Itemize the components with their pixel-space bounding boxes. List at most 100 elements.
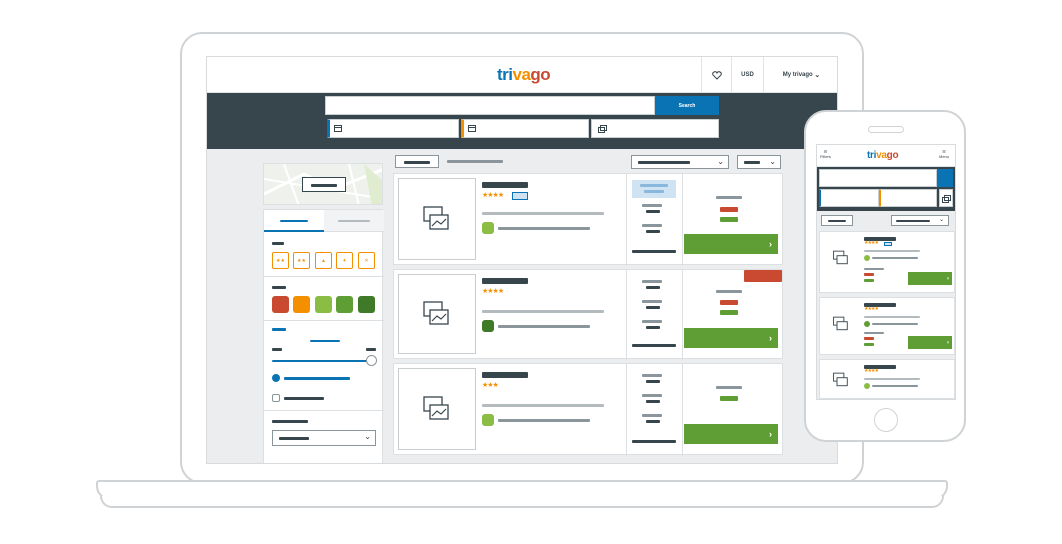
chevron-down-icon: ⌄: [717, 157, 724, 166]
price-original: [864, 337, 874, 340]
laptop-screen: trivago USD My trivago ⌄ Search: [206, 56, 838, 464]
map-preview[interactable]: [263, 163, 383, 205]
mobile-hotel-card[interactable]: ★★★★: [819, 359, 955, 399]
currency-button[interactable]: USD: [731, 57, 763, 93]
account-menu-button[interactable]: My trivago ⌄: [763, 57, 838, 93]
hotel-location-line: [482, 310, 604, 313]
laptop-base-lip: [100, 496, 944, 508]
destination-input[interactable]: [325, 96, 655, 115]
view-deal-button[interactable]: ›: [684, 424, 778, 444]
view-deal-button[interactable]: ›: [684, 328, 778, 348]
mobile-header: ☰ Filters trivago ☰ Menu: [817, 145, 956, 167]
hotel-image-placeholder[interactable]: [398, 178, 476, 260]
image-icon: [832, 316, 850, 332]
hotel-name[interactable]: [482, 372, 528, 378]
price-value: [864, 343, 874, 346]
more-deals-link[interactable]: [632, 440, 676, 443]
deal-site: [646, 400, 660, 403]
deal-highlight[interactable]: [632, 180, 676, 198]
star-filter-5[interactable]: ✕: [358, 252, 375, 269]
mobile-menu-button[interactable]: ☰ Menu: [939, 149, 949, 159]
view-deal-button[interactable]: ›: [684, 234, 778, 254]
hotel-image-placeholder[interactable]: [398, 274, 476, 354]
phone-screen: ☰ Filters trivago ☰ Menu ⌄ ★★★★ › ★★★★ ›: [816, 144, 956, 400]
mobile-hotel-card[interactable]: ★★★★ ›: [819, 297, 955, 355]
logo-part-1: tri: [867, 150, 876, 161]
rating-score-badge: [482, 414, 494, 426]
hotel-location-line: [864, 250, 920, 252]
sort-select[interactable]: ⌄: [631, 155, 729, 169]
mobile-view-deal-button[interactable]: ›: [908, 336, 952, 349]
mobile-guests-field[interactable]: [939, 189, 953, 207]
search-panel: Search: [207, 93, 838, 149]
favorites-button[interactable]: [701, 57, 731, 93]
star-filter-4[interactable]: ✦: [336, 252, 353, 269]
best-price-value: [720, 396, 738, 401]
rating-filter-1[interactable]: [272, 296, 289, 313]
mobile-hotel-card[interactable]: ★★★★ ›: [819, 231, 955, 293]
mobile-search-button[interactable]: [937, 169, 953, 187]
hotel-result-card[interactable]: ★★★★ ›: [393, 269, 783, 359]
rating-text-line: [498, 325, 590, 328]
rating-filter-3[interactable]: [315, 296, 332, 313]
trivago-logo[interactable]: trivago: [497, 65, 550, 85]
show-map-button[interactable]: [302, 177, 346, 192]
hotel-name[interactable]: [482, 182, 528, 188]
mobile-view-deal-button[interactable]: ›: [908, 272, 952, 285]
currency-select[interactable]: ⌄: [737, 155, 781, 169]
account-label: My trivago: [783, 72, 813, 78]
hotel-name[interactable]: [482, 278, 528, 284]
search-button[interactable]: Search: [655, 96, 719, 115]
hotel-image-placeholder[interactable]: [823, 240, 859, 276]
guests-field[interactable]: [591, 119, 719, 138]
rating-text-line: [872, 257, 918, 259]
deal-price: [642, 280, 662, 283]
star-filter-3[interactable]: ▲: [315, 252, 332, 269]
location-radio[interactable]: [272, 374, 280, 382]
hotel-location-line: [482, 404, 604, 407]
checkout-date-field[interactable]: [461, 119, 589, 138]
price-site: [864, 268, 884, 270]
chevron-down-icon: ⌄: [769, 157, 776, 166]
rating-score-badge: [482, 320, 494, 332]
tab-sort[interactable]: [324, 210, 384, 232]
rating-text-line: [498, 419, 590, 422]
hotel-image-placeholder[interactable]: [823, 306, 859, 342]
mobile-checkin-field[interactable]: [819, 189, 879, 207]
rating-text-line: [498, 227, 590, 230]
price-slider-handle[interactable]: [366, 355, 377, 366]
hotel-result-card[interactable]: ★★★ ›: [393, 363, 783, 455]
mobile-sort-select[interactable]: ⌄: [891, 215, 949, 226]
mobile-search-panel: [817, 167, 956, 211]
mobile-trivago-logo[interactable]: trivago: [867, 150, 898, 161]
star-filter-2b[interactable]: ★★: [293, 252, 310, 269]
image-icon: [422, 395, 452, 423]
rating-filter-2[interactable]: [293, 296, 310, 313]
more-deals-link[interactable]: [632, 344, 676, 347]
hotel-result-card[interactable]: ★★★★ ›: [393, 173, 783, 265]
phone-home-button[interactable]: [874, 408, 898, 432]
more-filters-select[interactable]: ⌄: [272, 430, 376, 446]
rating-score-badge: [864, 321, 870, 327]
tab-filters[interactable]: [264, 210, 324, 232]
checkin-date-field[interactable]: [327, 119, 459, 138]
best-price-site: [716, 290, 742, 293]
calendar-icon: [334, 125, 342, 132]
mobile-checkout-field[interactable]: [879, 189, 937, 207]
view-toggle-button[interactable]: [395, 155, 439, 168]
rating-filter-4[interactable]: [336, 296, 353, 313]
hotel-image-placeholder[interactable]: [398, 368, 476, 450]
hotel-type-badge: [512, 192, 528, 200]
option-checkbox[interactable]: [272, 394, 280, 402]
deal-site: [646, 380, 660, 383]
mobile-view-toggle[interactable]: [821, 215, 853, 226]
more-deals-link[interactable]: [632, 250, 676, 253]
site-header: trivago USD My trivago ⌄: [207, 57, 838, 93]
mobile-destination-input[interactable]: [819, 169, 937, 187]
hotel-image-placeholder[interactable]: [823, 364, 859, 396]
rating-filter-5[interactable]: [358, 296, 375, 313]
deal-site: [646, 326, 660, 329]
hotel-stars: ★★★★: [864, 240, 878, 246]
star-filter-2[interactable]: ★★: [272, 252, 289, 269]
mobile-filters-button[interactable]: ☰ Filters: [820, 149, 831, 159]
